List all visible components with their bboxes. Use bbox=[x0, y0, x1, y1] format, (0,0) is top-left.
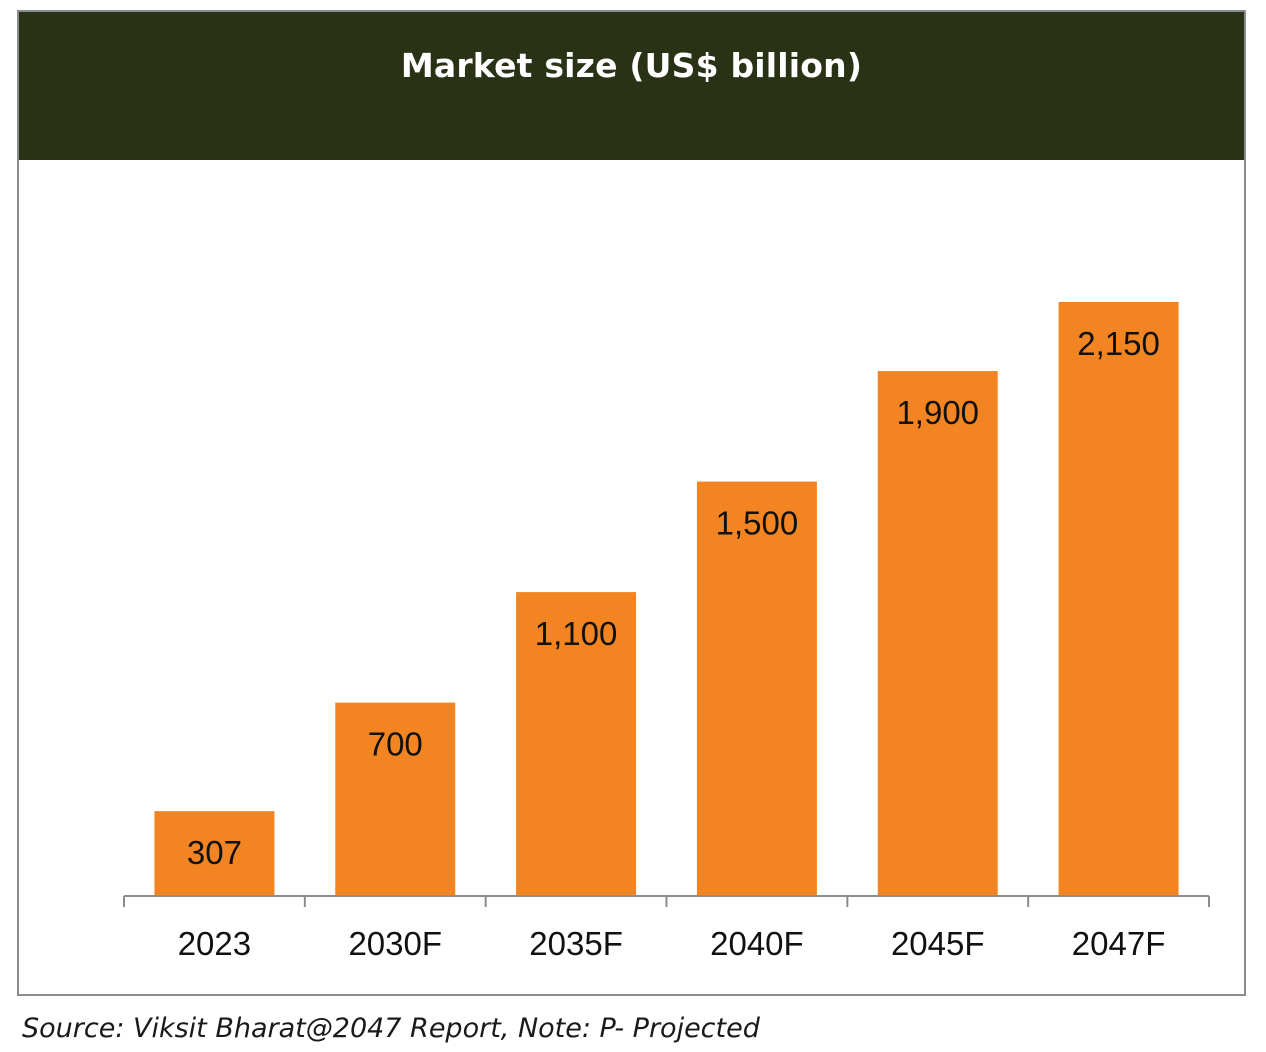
data-label-2040F: 1,500 bbox=[716, 505, 799, 542]
bar-2023 bbox=[154, 811, 275, 896]
bar-2030F bbox=[335, 702, 456, 896]
bar-2040F bbox=[696, 481, 817, 896]
x-tick-label-2047F: 2047F bbox=[1072, 925, 1166, 962]
x-tick-label-2035F: 2035F bbox=[529, 925, 623, 962]
data-label-2030F: 700 bbox=[368, 726, 423, 763]
data-label-2023: 307 bbox=[187, 834, 242, 871]
data-label-2045F: 1,900 bbox=[896, 394, 979, 431]
chart-title-bar: Market size (US$ billion) bbox=[19, 12, 1244, 160]
data-label-2047F: 2,150 bbox=[1077, 325, 1160, 362]
bar-2047F bbox=[1058, 302, 1179, 896]
x-tick-label-2030F: 2030F bbox=[348, 925, 442, 962]
bar-2035F bbox=[516, 592, 637, 896]
x-tick-label-2023: 2023 bbox=[178, 925, 251, 962]
x-tick-label-2040F: 2040F bbox=[710, 925, 804, 962]
data-label-2035F: 1,100 bbox=[535, 615, 618, 652]
x-tick-label-2045F: 2045F bbox=[891, 925, 985, 962]
source-note: Source: Viksit Bharat@2047 Report, Note:… bbox=[22, 1013, 760, 1044]
bar-2045F bbox=[877, 371, 998, 896]
chart-title: Market size (US$ billion) bbox=[400, 45, 863, 85]
